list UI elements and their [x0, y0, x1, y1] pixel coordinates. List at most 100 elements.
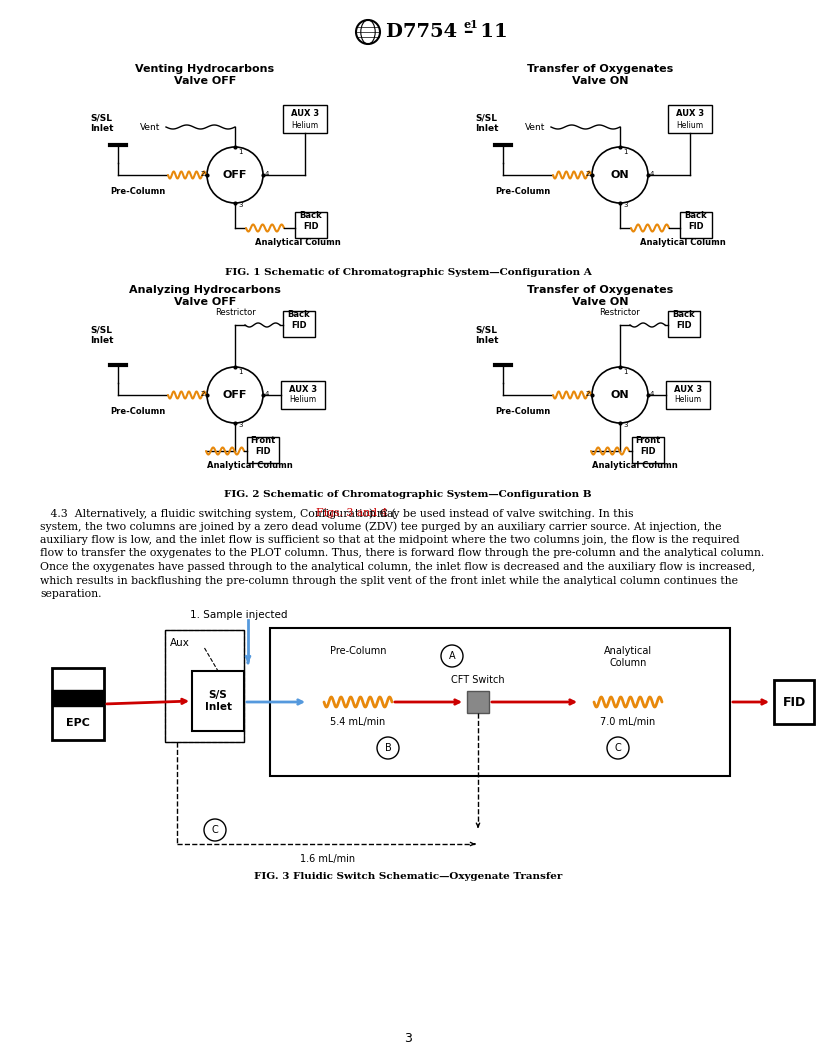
Text: Pre-Column: Pre-Column: [495, 187, 551, 196]
Text: Helium: Helium: [291, 120, 318, 130]
Text: 2: 2: [201, 171, 205, 177]
Text: S/SL
Inlet: S/SL Inlet: [90, 325, 113, 344]
Text: Transfer of Oxygenates
Valve ON: Transfer of Oxygenates Valve ON: [527, 64, 673, 86]
Text: 1: 1: [623, 149, 628, 155]
Text: 4: 4: [650, 391, 654, 397]
Text: Analytical Column: Analytical Column: [592, 461, 678, 470]
Bar: [467, 691, 489, 713]
Bar: [680, 212, 712, 238]
Text: FID: FID: [783, 696, 805, 709]
Bar: [192, 671, 244, 731]
Text: OFF: OFF: [223, 170, 247, 180]
Text: which results in backflushing the pre-column through the split vent of the front: which results in backflushing the pre-co…: [40, 576, 738, 585]
Text: 3: 3: [404, 1032, 412, 1045]
Text: Pre-Column: Pre-Column: [110, 187, 166, 196]
Text: Venting Hydrocarbons
Valve OFF: Venting Hydrocarbons Valve OFF: [135, 64, 274, 86]
Text: Front
FID: Front FID: [636, 436, 661, 456]
Text: Analytical Column: Analytical Column: [640, 238, 725, 247]
Text: 3: 3: [623, 422, 628, 428]
Text: D7754 – 11: D7754 – 11: [386, 23, 508, 41]
Text: 1: 1: [238, 149, 242, 155]
Text: Vent: Vent: [525, 122, 545, 132]
Text: auxiliary flow is low, and the inlet flow is sufficient so that at the midpoint : auxiliary flow is low, and the inlet flo…: [40, 535, 739, 545]
Text: ON: ON: [610, 390, 629, 400]
Text: Helium: Helium: [676, 120, 703, 130]
Text: Figs. 3 and 4: Figs. 3 and 4: [316, 508, 388, 518]
Text: AUX 3: AUX 3: [674, 385, 702, 395]
Bar: [668, 105, 712, 133]
Text: Transfer of Oxygenates
Valve ON: Transfer of Oxygenates Valve ON: [527, 285, 673, 306]
Bar: [283, 312, 315, 337]
Text: FIG. 2 Schematic of Chromatographic System—Configuration B: FIG. 2 Schematic of Chromatographic Syst…: [224, 490, 592, 499]
Text: S/SL
Inlet: S/SL Inlet: [475, 325, 499, 344]
Bar: [668, 312, 700, 337]
Text: Back
FID: Back FID: [685, 211, 707, 230]
Text: Helium: Helium: [675, 396, 702, 404]
Text: S/SL
Inlet: S/SL Inlet: [475, 113, 499, 133]
Text: AUX 3: AUX 3: [676, 110, 704, 118]
Text: Aux: Aux: [170, 638, 190, 648]
Text: Pre-Column: Pre-Column: [330, 646, 386, 656]
Text: 2: 2: [586, 391, 590, 397]
Text: B: B: [384, 743, 392, 753]
Text: Analytical Column: Analytical Column: [207, 461, 293, 470]
Text: 3: 3: [623, 202, 628, 208]
Text: AUX 3: AUX 3: [291, 110, 319, 118]
Text: 5.4 mL/min: 5.4 mL/min: [330, 717, 386, 727]
Text: 2: 2: [201, 391, 205, 397]
Text: Once the oxygenates have passed through to the analytical column, the inlet flow: Once the oxygenates have passed through …: [40, 562, 756, 572]
Bar: [52, 668, 104, 740]
Bar: [281, 381, 325, 409]
Text: AUX 3: AUX 3: [289, 385, 317, 395]
Text: Pre-Column: Pre-Column: [110, 407, 166, 416]
Text: FIG. 1 Schematic of Chromatographic System—Configuration A: FIG. 1 Schematic of Chromatographic Syst…: [224, 268, 592, 277]
Text: Analyzing Hydrocarbons
Valve OFF: Analyzing Hydrocarbons Valve OFF: [129, 285, 281, 306]
Bar: [295, 212, 327, 238]
Text: ON: ON: [610, 170, 629, 180]
Text: EPC: EPC: [66, 718, 90, 728]
Text: Restrictor: Restrictor: [600, 308, 641, 317]
Text: ) may be used instead of valve switching. In this: ) may be used instead of valve switching…: [369, 508, 633, 518]
Text: S/SL
Inlet: S/SL Inlet: [90, 113, 113, 133]
Text: Back
FID: Back FID: [288, 310, 310, 329]
Text: e1: e1: [464, 19, 479, 31]
Text: OFF: OFF: [223, 390, 247, 400]
Bar: [52, 690, 104, 706]
Text: Vent: Vent: [140, 122, 161, 132]
Text: Back
FID: Back FID: [299, 211, 322, 230]
Text: 4.3  Alternatively, a fluidic switching system, Configuration C (: 4.3 Alternatively, a fluidic switching s…: [40, 508, 396, 518]
Bar: [247, 437, 279, 463]
Text: Analytical Column: Analytical Column: [255, 238, 341, 247]
Bar: [165, 630, 244, 742]
Text: FIG. 3 Fluidic Switch Schematic—Oxygenate Transfer: FIG. 3 Fluidic Switch Schematic—Oxygenat…: [254, 872, 562, 881]
Text: Restrictor: Restrictor: [215, 308, 255, 317]
Text: Analytical
Column: Analytical Column: [604, 646, 652, 667]
Text: 1.6 mL/min: 1.6 mL/min: [300, 854, 355, 864]
Bar: [666, 381, 710, 409]
Text: CFT Switch: CFT Switch: [451, 675, 505, 685]
Text: C: C: [614, 743, 621, 753]
Bar: [283, 105, 327, 133]
Text: 1. Sample injected: 1. Sample injected: [190, 610, 287, 620]
Text: system, the two columns are joined by a zero dead volume (ZDV) tee purged by an : system, the two columns are joined by a …: [40, 522, 721, 532]
Bar: [632, 437, 664, 463]
Text: 4: 4: [265, 391, 269, 397]
Bar: [774, 680, 814, 724]
Text: separation.: separation.: [40, 589, 101, 599]
Bar: [270, 628, 730, 776]
Text: 7.0 mL/min: 7.0 mL/min: [601, 717, 655, 727]
Text: 1: 1: [238, 369, 242, 375]
Text: 1: 1: [623, 369, 628, 375]
Text: C: C: [211, 825, 219, 835]
Text: 2: 2: [586, 171, 590, 177]
Text: Front
FID: Front FID: [251, 436, 276, 456]
Text: Pre-Column: Pre-Column: [495, 407, 551, 416]
Text: A: A: [449, 650, 455, 661]
Text: flow to transfer the oxygenates to the PLOT column. Thus, there is forward flow : flow to transfer the oxygenates to the P…: [40, 548, 765, 559]
Text: Back
FID: Back FID: [672, 310, 695, 329]
Text: Helium: Helium: [290, 396, 317, 404]
Text: 3: 3: [238, 422, 242, 428]
Text: 4: 4: [650, 171, 654, 177]
Text: 3: 3: [238, 202, 242, 208]
Text: S/S
Inlet: S/S Inlet: [205, 691, 232, 712]
